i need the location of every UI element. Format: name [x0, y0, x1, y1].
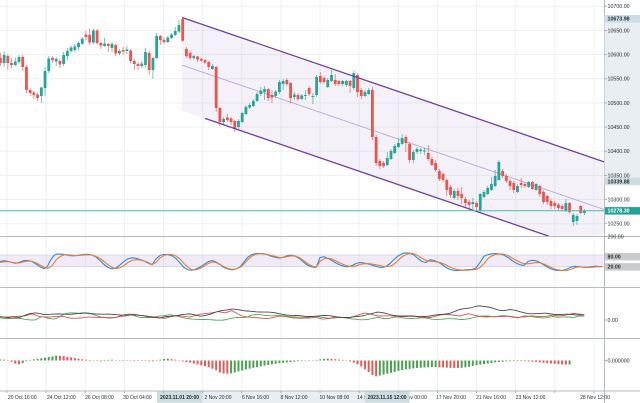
svg-text:16 Nov 00:00: 16 Nov 00:00 [397, 395, 427, 401]
svg-text:10450.00: 10450.00 [608, 125, 630, 131]
svg-text:10350.00: 10350.00 [608, 173, 630, 179]
svg-text:0.00: 0.00 [608, 318, 618, 324]
svg-text:2023.11.01 20:00: 2023.11.01 20:00 [160, 395, 199, 401]
svg-text:20.00: 20.00 [608, 265, 621, 271]
svg-text:200.00: 200.00 [608, 234, 624, 240]
svg-text:10400.00: 10400.00 [608, 149, 630, 155]
svg-text:26 Oct 08:00: 26 Oct 08:00 [85, 395, 114, 401]
svg-text:24 Oct 12:00: 24 Oct 12:00 [47, 395, 76, 401]
svg-text:10250.00: 10250.00 [608, 222, 630, 228]
svg-text:17 Nov 20:00: 17 Nov 20:00 [436, 395, 466, 401]
svg-text:10600.00: 10600.00 [608, 52, 630, 58]
svg-text:0.000000: 0.000000 [608, 358, 630, 364]
svg-text:10673.98: 10673.98 [608, 17, 630, 23]
svg-text:80.00: 80.00 [608, 255, 621, 261]
svg-text:2 Nov 20:00: 2 Nov 20:00 [205, 395, 232, 401]
svg-text:10339.88: 10339.88 [608, 179, 630, 185]
svg-text:10500.00: 10500.00 [608, 101, 630, 107]
svg-text:8 Nov 12:00: 8 Nov 12:00 [281, 395, 308, 401]
svg-text:10550.00: 10550.00 [608, 77, 630, 83]
svg-text:21 Nov 16:00: 21 Nov 16:00 [476, 395, 506, 401]
svg-text:10700.00: 10700.00 [608, 4, 630, 10]
svg-text:10 Nov 08:00: 10 Nov 08:00 [320, 395, 350, 401]
svg-text:2023.11.15 12:00: 2023.11.15 12:00 [368, 395, 407, 401]
svg-text:20 Oct 16:00: 20 Oct 16:00 [8, 395, 37, 401]
svg-text:23 Nov 12:00: 23 Nov 12:00 [516, 395, 546, 401]
svg-text:30 Oct 04:00: 30 Oct 04:00 [123, 395, 152, 401]
svg-text:10300.00: 10300.00 [608, 197, 630, 203]
svg-text:10650.00: 10650.00 [608, 28, 630, 34]
svg-text:10278.30: 10278.30 [608, 209, 630, 215]
svg-text:28 Nov 12:00: 28 Nov 12:00 [580, 395, 610, 401]
svg-text:6 Nov 16:00: 6 Nov 16:00 [242, 395, 269, 401]
